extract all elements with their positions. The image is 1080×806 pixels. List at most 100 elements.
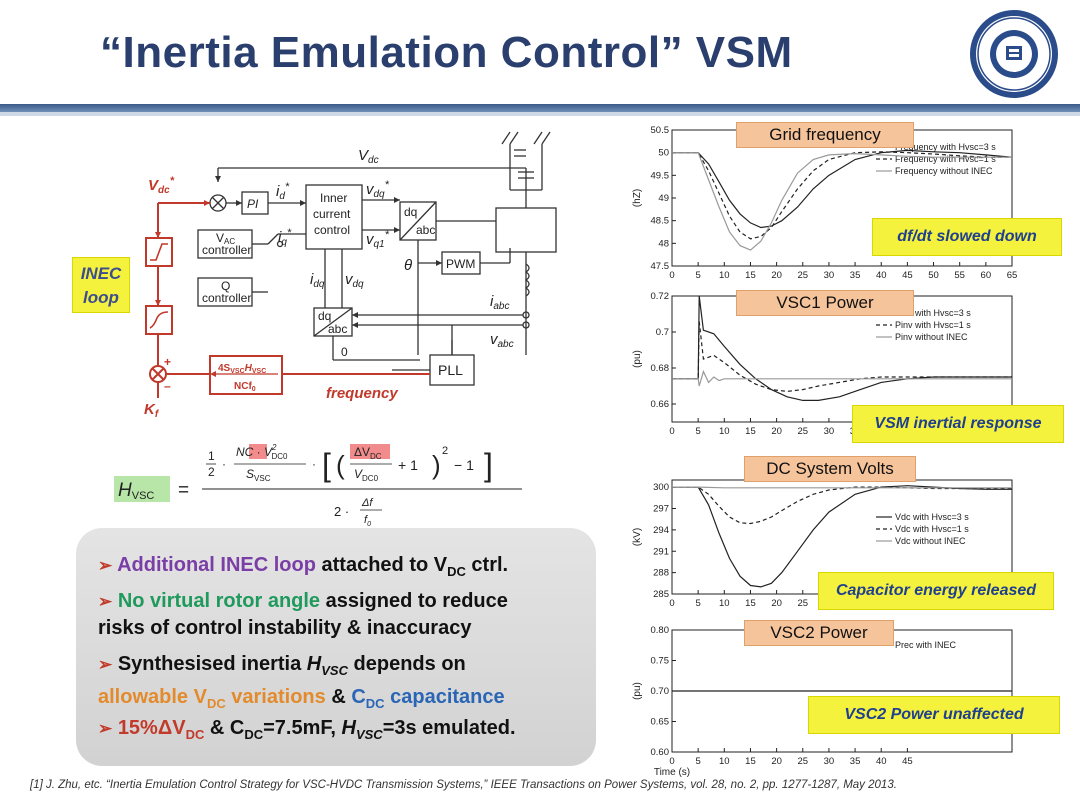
x-tick-label: 55 — [954, 270, 965, 281]
y-tick-label: 285 — [653, 589, 669, 600]
theta-label: θ — [404, 257, 412, 274]
legend-entry-1: Pinv with Hvsc=3 s — [895, 308, 971, 318]
chart-3-title: DC System Volts — [744, 456, 916, 482]
inec-label-line2: loop — [83, 288, 119, 307]
chart-4-title: VSC2 Power — [744, 620, 894, 646]
chart-1: 0 5 10 15 20 25 30 35 40 45 50 55 60 65 47.5 48 48.5 49 49… — [628, 122, 1062, 282]
x-tick-label: 15 — [745, 426, 756, 437]
bullet-4-dv: ΔV — [157, 717, 186, 739]
y-tick-label: 300 — [653, 482, 669, 493]
x-tick-label: 5 — [696, 270, 701, 281]
y-tick-label: 288 — [653, 568, 669, 579]
x-tick-label: 30 — [824, 270, 835, 281]
bullet-3-text: Synthesised inertia — [117, 653, 307, 675]
formula-two: 2 · — [334, 504, 349, 519]
y-tick-label: 49 — [658, 193, 669, 204]
zero-label: 0 — [341, 345, 348, 359]
iq-label: iq* — [278, 227, 292, 248]
bullet-4-c: & C — [204, 717, 245, 739]
x-tick-label: 20 — [771, 756, 782, 767]
bullet-1-end: ctrl. — [465, 554, 509, 576]
series-line-2 — [672, 151, 1012, 240]
x-tick-label: 10 — [719, 598, 730, 609]
bullet-3-hsub: VSC — [321, 663, 348, 678]
chart-1-title: Grid frequency — [736, 122, 914, 148]
series-line-1 — [672, 485, 1012, 588]
formula-lbracket: [ — [322, 447, 331, 483]
vq-label: vq1* — [366, 229, 390, 250]
formula-lhs: HVSC — [118, 480, 154, 502]
chart-3: 0 5 10 15 20 25 285 288 291 294 297 300 (kV) Vdc with… — [628, 456, 1054, 616]
y-tick-label: 48 — [658, 238, 669, 249]
x-tick-label: 45 — [902, 756, 913, 767]
formula-vdc0: VDC0 — [354, 467, 379, 483]
y-tick-label: 294 — [653, 525, 669, 536]
y-axis-label: (pu) — [632, 350, 643, 368]
x-tick-label: 5 — [696, 756, 701, 767]
x-tick-label: 0 — [669, 598, 674, 609]
series-line-3 — [672, 369, 1012, 387]
formula-rparen: ) — [432, 450, 441, 480]
q-controller-bottom: controller — [202, 291, 251, 305]
bullet-3-capacitance: capacitance — [384, 686, 505, 708]
dq-abc-bottom: abc — [416, 223, 435, 237]
bullet-4-hsub: VSC — [355, 727, 383, 742]
bullet-panel: ➢ Additional INEC loop attached to VDC c… — [76, 528, 596, 766]
y-tick-label: 0.7 — [656, 327, 669, 338]
y-tick-label: 291 — [653, 546, 669, 557]
legend-entry-2: Pinv with Hvsc=1 s — [895, 320, 971, 330]
chart-2-title: VSC1 Power — [736, 290, 914, 316]
frequency-label: frequency — [326, 385, 398, 402]
dq-abc2-bottom: abc — [328, 322, 347, 336]
chart-1-svg: 0 5 10 15 20 25 30 35 40 45 50 55 60 65 47.5 48 48.5 49 49… — [632, 125, 1017, 281]
x-tick-label: 5 — [696, 598, 701, 609]
dq-abc-top: dq — [404, 205, 417, 219]
x-tick-label: 20 — [771, 270, 782, 281]
bullet-2: ➢ No virtual rotor angle assigned to red… — [98, 588, 508, 642]
x-tick-label: 15 — [745, 270, 756, 281]
x-tick-label: 0 — [669, 426, 674, 437]
y-tick-label: 50.5 — [651, 125, 670, 136]
vdq-label: vdq — [345, 271, 364, 290]
bullet-4-end: =3s emulated. — [382, 717, 516, 739]
bullet-3-c: C — [351, 686, 366, 708]
bullet-2-arrow: ➢ — [98, 592, 113, 611]
x-tick-label: 60 — [981, 270, 992, 281]
university-logo — [970, 10, 1058, 98]
vac-controller-top: VAC — [216, 231, 235, 246]
vdc-ref-label: Vdc* — [148, 175, 175, 196]
inec-label-line1: INEC — [80, 264, 122, 283]
inner-control-line1: Inner — [320, 191, 347, 205]
bullet-4-h: H — [341, 717, 356, 739]
title-divider-light — [0, 112, 1080, 116]
iabc-label: iabc — [490, 293, 509, 312]
x-tick-label: 50 — [928, 270, 939, 281]
kf-label: Kf — [144, 401, 160, 420]
x-tick-label: 5 — [696, 426, 701, 437]
x-tick-label: 25 — [797, 426, 808, 437]
x-tick-label: 10 — [719, 270, 730, 281]
gain-denominator: NCf0 — [234, 381, 256, 393]
q-controller-top: Q — [221, 279, 230, 293]
y-tick-label: 0.68 — [651, 363, 670, 374]
chart-4-annotation: VSC2 Power unaffected — [808, 696, 1060, 734]
pwm-block: PWM — [446, 257, 475, 271]
x-tick-label: 20 — [771, 598, 782, 609]
x-tick-label: 25 — [797, 756, 808, 767]
chart-2: 051015202530350.660.680.70.72(pu)Pinv wi… — [628, 290, 1064, 443]
formula-square: 2 — [442, 445, 448, 457]
x-tick-label: 40 — [876, 270, 887, 281]
x-tick-label: 10 — [719, 426, 730, 437]
x-tick-label: 0 — [669, 756, 674, 767]
bullet-1: ➢ Additional INEC loop attached to VDC c… — [98, 552, 508, 585]
bullet-3-amp: & — [325, 686, 352, 708]
y-tick-label: 0.80 — [651, 625, 670, 636]
chart-1-annotation: df/dt slowed down — [872, 218, 1062, 256]
formula-svsc: SVSC — [246, 467, 271, 483]
inec-loop-label: INEC loop — [72, 257, 130, 313]
bullet-3-csub: DC — [206, 696, 226, 711]
bullet-2-highlight: No virtual rotor angle — [117, 590, 321, 612]
series-line-3 — [672, 152, 1012, 251]
x-tick-label: 20 — [771, 426, 782, 437]
